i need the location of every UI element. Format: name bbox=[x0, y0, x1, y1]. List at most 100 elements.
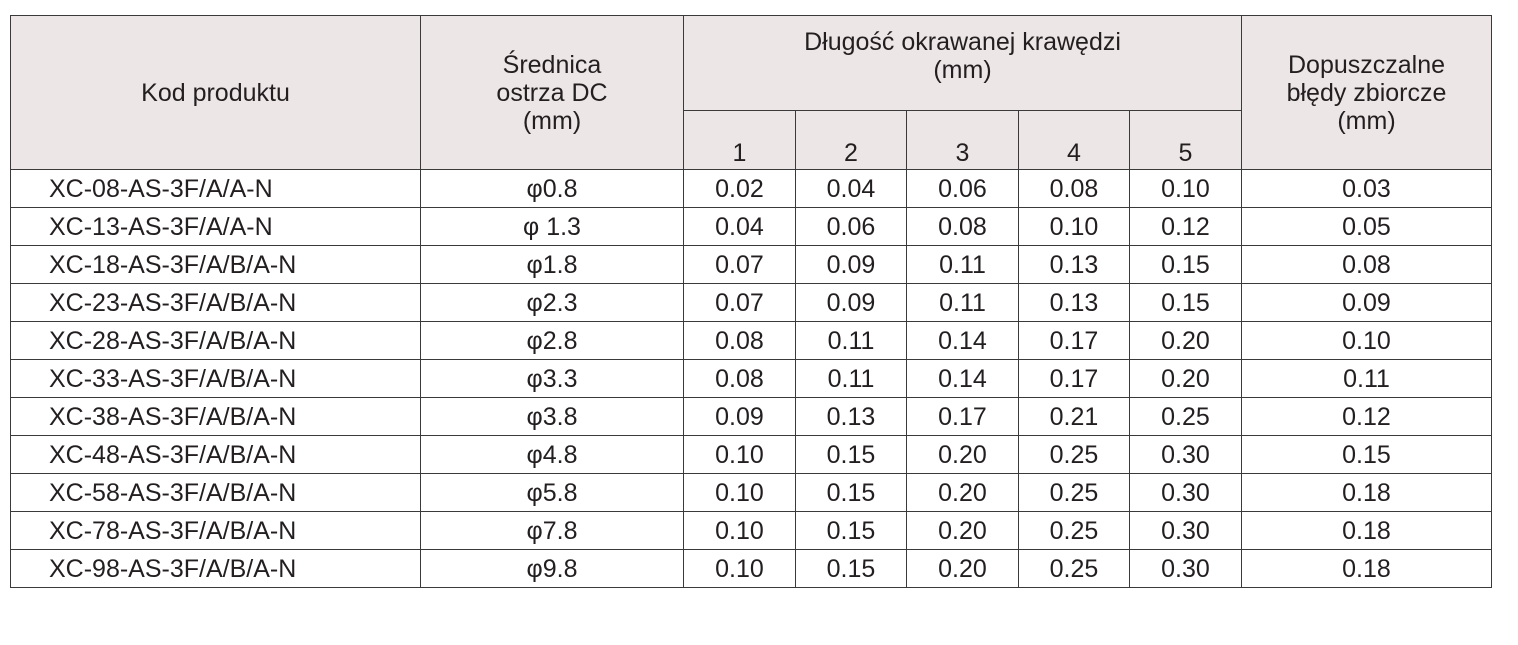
edge-length-cell: 0.15 bbox=[795, 511, 907, 550]
edge-length-cell: 0.15 bbox=[795, 435, 907, 474]
tolerance-cell: 0.05 bbox=[1241, 207, 1492, 246]
header-edge-sub: 2 bbox=[795, 110, 907, 170]
tolerance-cell: 0.15 bbox=[1241, 435, 1492, 474]
header-edge-length-line: (mm) bbox=[933, 56, 992, 84]
edge-length-cell: 0.06 bbox=[795, 207, 907, 246]
table-row: XC-13-AS-3F/A/A-N φ 1.3 0.04 0.06 0.08 0… bbox=[10, 207, 1492, 246]
edge-length-cell: 0.15 bbox=[1129, 245, 1242, 284]
header-diameter: Średnica ostrza DC (mm) bbox=[420, 15, 684, 170]
table-row: XC-28-AS-3F/A/B/A-N φ2.8 0.08 0.11 0.14 … bbox=[10, 321, 1492, 360]
header-product-code-label: Kod produktu bbox=[141, 78, 290, 107]
edge-length-cell: 0.30 bbox=[1129, 511, 1242, 550]
table-row: XC-08-AS-3F/A/A-N φ0.8 0.02 0.04 0.06 0.… bbox=[10, 169, 1492, 208]
table-row: XC-78-AS-3F/A/B/A-N φ7.8 0.10 0.15 0.20 … bbox=[10, 511, 1492, 550]
diameter-cell: φ2.8 bbox=[420, 321, 684, 360]
header-tolerance-line: (mm) bbox=[1337, 106, 1396, 135]
header-diameter-line: Średnica bbox=[502, 50, 602, 79]
edge-length-cell: 0.09 bbox=[795, 245, 907, 284]
edge-length-cell: 0.13 bbox=[795, 397, 907, 436]
edge-length-cell: 0.09 bbox=[795, 283, 907, 322]
edge-length-cell: 0.10 bbox=[683, 549, 796, 588]
edge-length-cell: 0.20 bbox=[906, 511, 1019, 550]
diameter-cell: φ1.8 bbox=[420, 245, 684, 284]
product-code-cell: XC-38-AS-3F/A/B/A-N bbox=[10, 397, 421, 436]
product-code-cell: XC-18-AS-3F/A/B/A-N bbox=[10, 245, 421, 284]
diameter-cell: φ3.8 bbox=[420, 397, 684, 436]
table-row: XC-23-AS-3F/A/B/A-N φ2.3 0.07 0.09 0.11 … bbox=[10, 283, 1492, 322]
edge-length-cell: 0.14 bbox=[906, 321, 1019, 360]
edge-length-cell: 0.10 bbox=[683, 473, 796, 512]
edge-length-cell: 0.15 bbox=[1129, 283, 1242, 322]
tolerance-cell: 0.10 bbox=[1241, 321, 1492, 360]
product-code-cell: XC-98-AS-3F/A/B/A-N bbox=[10, 549, 421, 588]
diameter-cell: φ7.8 bbox=[420, 511, 684, 550]
edge-length-cell: 0.11 bbox=[906, 283, 1019, 322]
tolerance-cell: 0.09 bbox=[1241, 283, 1492, 322]
edge-length-cell: 0.17 bbox=[906, 397, 1019, 436]
edge-length-cell: 0.06 bbox=[906, 169, 1019, 208]
product-code-cell: XC-33-AS-3F/A/B/A-N bbox=[10, 359, 421, 398]
edge-length-cell: 0.21 bbox=[1018, 397, 1130, 436]
tolerance-cell: 0.18 bbox=[1241, 549, 1492, 588]
edge-length-cell: 0.13 bbox=[1018, 245, 1130, 284]
edge-length-cell: 0.08 bbox=[683, 359, 796, 398]
edge-length-cell: 0.30 bbox=[1129, 473, 1242, 512]
edge-length-cell: 0.25 bbox=[1018, 435, 1130, 474]
product-code-cell: XC-78-AS-3F/A/B/A-N bbox=[10, 511, 421, 550]
table-row: XC-33-AS-3F/A/B/A-N φ3.3 0.08 0.11 0.14 … bbox=[10, 359, 1492, 398]
tolerance-cell: 0.18 bbox=[1241, 473, 1492, 512]
edge-length-cell: 0.17 bbox=[1018, 359, 1130, 398]
edge-length-cell: 0.07 bbox=[683, 283, 796, 322]
edge-length-cell: 0.10 bbox=[683, 511, 796, 550]
edge-length-cell: 0.11 bbox=[795, 321, 907, 360]
edge-length-cell: 0.25 bbox=[1129, 397, 1242, 436]
edge-length-cell: 0.20 bbox=[906, 549, 1019, 588]
edge-length-cell: 0.04 bbox=[683, 207, 796, 246]
product-code-cell: XC-23-AS-3F/A/B/A-N bbox=[10, 283, 421, 322]
diameter-cell: φ2.3 bbox=[420, 283, 684, 322]
header-tolerance-line: błędy zbiorcze bbox=[1286, 78, 1447, 107]
diameter-cell: φ5.8 bbox=[420, 473, 684, 512]
diameter-cell: φ4.8 bbox=[420, 435, 684, 474]
table-row: XC-98-AS-3F/A/B/A-N φ9.8 0.10 0.15 0.20 … bbox=[10, 549, 1492, 588]
table-row: XC-58-AS-3F/A/B/A-N φ5.8 0.10 0.15 0.20 … bbox=[10, 473, 1492, 512]
edge-length-cell: 0.14 bbox=[906, 359, 1019, 398]
edge-length-cell: 0.13 bbox=[1018, 283, 1130, 322]
edge-length-cell: 0.20 bbox=[1129, 321, 1242, 360]
edge-length-cell: 0.09 bbox=[683, 397, 796, 436]
product-spec-table: Kod produktu Średnica ostrza DC (mm) Dłu… bbox=[10, 15, 1492, 588]
product-code-cell: XC-58-AS-3F/A/B/A-N bbox=[10, 473, 421, 512]
edge-length-cell: 0.10 bbox=[1129, 169, 1242, 208]
table-row: XC-48-AS-3F/A/B/A-N φ4.8 0.10 0.15 0.20 … bbox=[10, 435, 1492, 474]
header-diameter-line: ostrza DC bbox=[496, 78, 608, 107]
product-code-cell: XC-13-AS-3F/A/A-N bbox=[10, 207, 421, 246]
edge-length-cell: 0.20 bbox=[906, 435, 1019, 474]
edge-length-cell: 0.12 bbox=[1129, 207, 1242, 246]
tolerance-cell: 0.18 bbox=[1241, 511, 1492, 550]
diameter-cell: φ3.3 bbox=[420, 359, 684, 398]
tolerance-cell: 0.12 bbox=[1241, 397, 1492, 436]
edge-length-cell: 0.25 bbox=[1018, 511, 1130, 550]
header-diameter-line: (mm) bbox=[522, 106, 582, 135]
edge-length-cell: 0.20 bbox=[1129, 359, 1242, 398]
tolerance-cell: 0.08 bbox=[1241, 245, 1492, 284]
edge-length-cell: 0.11 bbox=[906, 245, 1019, 284]
table-header: Kod produktu Średnica ostrza DC (mm) Dłu… bbox=[10, 15, 1492, 170]
header-tolerance: Dopuszczalne błędy zbiorcze (mm) bbox=[1241, 15, 1492, 170]
diameter-cell: φ 1.3 bbox=[420, 207, 684, 246]
header-edge-length-line: Długość okrawanej krawędzi bbox=[804, 28, 1121, 56]
header-edge-sub: 1 bbox=[683, 110, 796, 170]
edge-length-cell: 0.15 bbox=[795, 549, 907, 588]
product-code-cell: XC-28-AS-3F/A/B/A-N bbox=[10, 321, 421, 360]
edge-length-cell: 0.10 bbox=[1018, 207, 1130, 246]
edge-length-cell: 0.25 bbox=[1018, 549, 1130, 588]
edge-length-cell: 0.10 bbox=[683, 435, 796, 474]
product-code-cell: XC-08-AS-3F/A/A-N bbox=[10, 169, 421, 208]
edge-length-cell: 0.07 bbox=[683, 245, 796, 284]
edge-length-cell: 0.25 bbox=[1018, 473, 1130, 512]
edge-length-cell: 0.11 bbox=[795, 359, 907, 398]
edge-length-cell: 0.08 bbox=[683, 321, 796, 360]
header-edge-sub: 4 bbox=[1018, 110, 1130, 170]
edge-length-cell: 0.15 bbox=[795, 473, 907, 512]
header-product-code: Kod produktu bbox=[10, 15, 421, 170]
